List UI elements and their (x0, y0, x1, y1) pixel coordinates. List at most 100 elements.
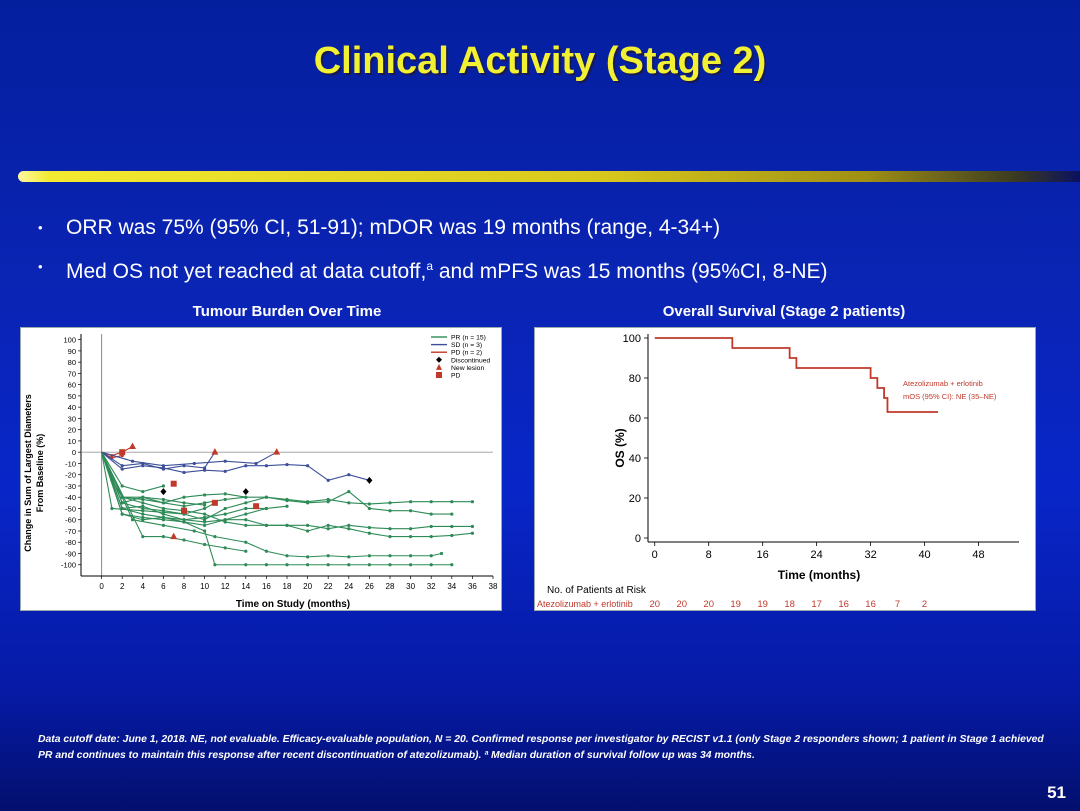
os-legend-line2: mOS (95% CI): NE (35–NE) (903, 392, 997, 401)
tumour-ytick-label: -90 (65, 549, 76, 558)
tumour-data-point (223, 497, 227, 502)
tumour-series-line (101, 451, 442, 558)
tumour-data-point (203, 468, 207, 472)
tumour-data-point (161, 464, 165, 468)
tumour-legend-label: New lesion (451, 365, 484, 372)
risk-count: 20 (703, 599, 714, 610)
tumour-data-point (450, 512, 454, 516)
new-lesion-marker (211, 448, 219, 455)
tumour-data-point (141, 515, 145, 520)
tumour-data-point (192, 529, 196, 533)
tumour-data-point (141, 489, 145, 494)
tumour-ytick-label: 80 (68, 358, 76, 367)
risk-count: 17 (811, 599, 822, 610)
tumour-xtick-label: 22 (324, 582, 333, 591)
tumour-data-point (161, 535, 165, 539)
os-legend-line1: Atezolizumab + erlotinib (903, 379, 983, 388)
tumour-xtick-label: 30 (406, 582, 415, 591)
tumour-data-point (203, 503, 207, 507)
risk-count: 19 (730, 599, 741, 610)
tumour-ytick-label: -40 (65, 493, 76, 502)
tumour-data-point (306, 529, 310, 533)
tumour-data-point (388, 563, 392, 567)
bullet-list: • ORR was 75% (95% CI, 51-91); mDOR was … (38, 208, 828, 291)
tumour-data-point (161, 512, 165, 516)
tumour-data-point (285, 504, 289, 508)
tumour-ytick-label: -80 (65, 538, 76, 547)
tumour-data-point (203, 506, 207, 511)
discontinued-marker (242, 488, 249, 496)
tumour-data-point (409, 527, 413, 531)
tumour-xtick-label: 16 (262, 582, 271, 591)
os-chart-title: Overall Survival (Stage 2 patients) (662, 303, 906, 320)
tumour-data-point (285, 554, 289, 558)
os-xtick-label: 48 (972, 549, 984, 561)
tumour-data-point (285, 497, 289, 502)
tumour-legend-swatch (436, 356, 442, 363)
tumour-data-point (244, 464, 248, 468)
tumour-data-point (306, 555, 310, 559)
tumour-data-point (285, 462, 289, 467)
tumour-data-point (223, 469, 227, 473)
tumour-data-point (264, 563, 268, 567)
tumour-data-point (244, 512, 248, 516)
tumour-data-point (213, 535, 217, 539)
tumour-data-point (223, 506, 227, 511)
slide-title: Clinical Activity (Stage 2) (313, 40, 767, 82)
tumour-data-point (429, 563, 433, 567)
tumour-data-point (141, 464, 145, 468)
tumour-data-point (182, 538, 186, 542)
tumour-data-point (429, 500, 433, 504)
tumour-data-point (203, 466, 207, 470)
page-number: 51 (1047, 783, 1066, 802)
tumour-xtick-label: 0 (99, 582, 104, 591)
tumour-data-point (367, 554, 371, 558)
tumour-series-line (101, 452, 452, 566)
tumour-data-point (182, 501, 186, 505)
tumour-data-point (409, 563, 413, 567)
tumour-data-point (244, 495, 248, 499)
tumour-data-point (223, 459, 227, 463)
tumour-data-point (203, 520, 207, 524)
tumour-series-line (101, 451, 277, 467)
tumour-chart-title: Tumour Burden Over Time (192, 303, 382, 320)
discontinued-marker (160, 488, 167, 496)
tumour-legend-label: Discontinued (451, 357, 491, 364)
tumour-burden-svg: Change in Sum of Largest Diameters From … (23, 334, 498, 610)
tumour-data-point (244, 501, 248, 505)
tumour-data-point (244, 506, 248, 511)
tumour-ytick-label: -60 (65, 516, 76, 525)
tumour-data-point (429, 524, 433, 529)
risk-count: 7 (895, 599, 900, 610)
tumour-data-point (450, 563, 454, 567)
tumour-ytick-label: -100 (61, 561, 76, 570)
tumour-data-point (161, 509, 165, 513)
tumour-legend-swatch (436, 363, 442, 370)
tumour-data-point (347, 527, 351, 531)
bullet-item: • ORR was 75% (95% CI, 51-91); mDOR was … (38, 208, 828, 247)
tumour-data-point (223, 518, 227, 522)
os-ytick-label: 40 (629, 453, 641, 465)
discontinued-marker (366, 476, 373, 484)
tumour-series-line (101, 451, 370, 481)
tumour-data-point (347, 501, 351, 505)
tumour-xtick-label: 6 (161, 582, 166, 591)
tumour-xtick-label: 36 (468, 582, 477, 591)
tumour-data-point (244, 549, 248, 553)
tumour-data-point (120, 484, 124, 488)
tumour-data-point (347, 489, 351, 494)
tumour-data-point (120, 467, 124, 471)
tumour-data-point (161, 515, 165, 520)
tumour-data-point (141, 501, 145, 505)
risk-count: 16 (838, 599, 849, 610)
tumour-data-point (244, 518, 248, 522)
os-ytick-label: 20 (629, 493, 641, 505)
risk-count: 18 (784, 599, 795, 610)
tumour-data-point (161, 506, 165, 511)
tumour-xtick-label: 32 (427, 582, 436, 591)
tumour-data-point (161, 466, 165, 470)
tumour-data-point (347, 473, 351, 477)
os-xlabel: Time (months) (778, 568, 860, 582)
tumour-data-point (367, 563, 371, 567)
risk-count: 2 (922, 599, 927, 610)
